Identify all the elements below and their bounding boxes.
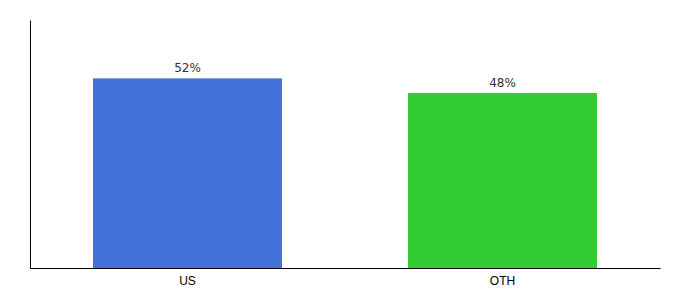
- data-label: 52%: [174, 61, 201, 75]
- x-tick: US: [179, 274, 196, 288]
- y-axis-line: [30, 21, 31, 269]
- x-axis-line: [31, 268, 661, 269]
- bar: [408, 93, 597, 268]
- x-tick-label: OTH: [490, 274, 515, 288]
- x-axis: US OTH: [31, 269, 661, 288]
- plot-area: US OTH 52% 48%: [31, 21, 661, 288]
- data-label: 48%: [489, 76, 516, 90]
- x-tick: OTH: [490, 274, 515, 288]
- bars: [93, 78, 597, 268]
- chart-svg: US OTH 52% 48%: [0, 0, 680, 300]
- x-tick-label: US: [179, 274, 196, 288]
- data-labels: 52% 48%: [174, 61, 516, 90]
- y-axis: [30, 21, 31, 269]
- bar: [93, 78, 282, 268]
- chart-container: US OTH 52% 48%: [0, 0, 680, 300]
